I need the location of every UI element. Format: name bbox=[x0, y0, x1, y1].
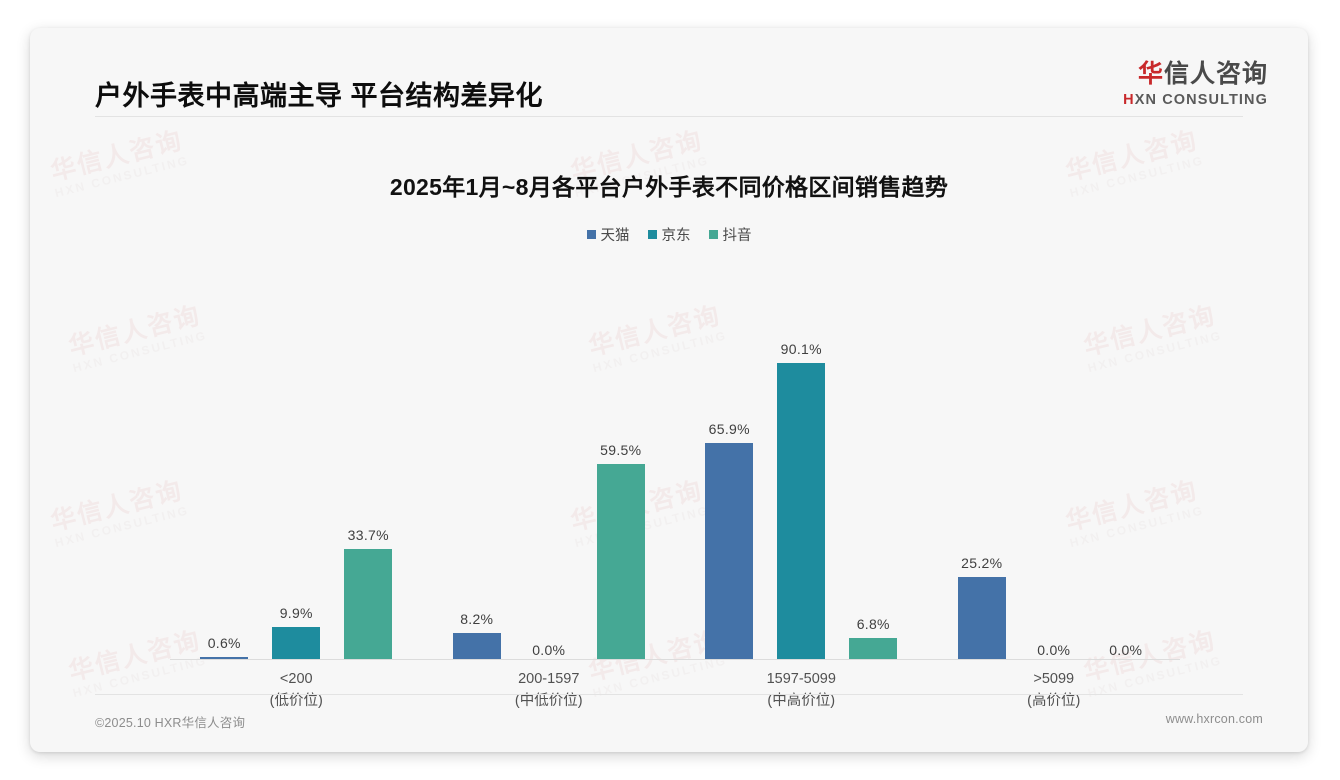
bar-slot: 33.7% bbox=[344, 300, 393, 660]
bar-slot: 0.0% bbox=[1030, 300, 1078, 660]
slide-footer: ©2025.10 HXR华信人咨询 www.hxrcon.com bbox=[30, 694, 1308, 752]
x-axis-tick-4: >5099 (高价位) bbox=[928, 668, 1181, 713]
bar-slot: 25.2% bbox=[957, 300, 1006, 660]
bar[interactable] bbox=[849, 637, 898, 660]
bar-value-label: 0.0% bbox=[532, 642, 566, 658]
bar[interactable] bbox=[272, 627, 321, 660]
bar-value-label: 0.0% bbox=[1037, 642, 1071, 658]
legend-item-1[interactable]: 天猫 bbox=[586, 224, 630, 245]
bar-value-label: 0.0% bbox=[1109, 642, 1143, 658]
bar-group-3: 65.9% 90.1% 6.8% bbox=[675, 300, 928, 660]
copyright-text: ©2025.10 HXR华信人咨询 bbox=[95, 716, 246, 730]
company-logo: 华信人咨询 HXN CONSULTING bbox=[1123, 60, 1268, 108]
bar-slot: 8.2% bbox=[452, 300, 501, 660]
bar-slot: 0.0% bbox=[1102, 300, 1150, 660]
legend-swatch-icon bbox=[708, 230, 718, 239]
page-title: 户外手表中高端主导 平台结构差异化 bbox=[95, 81, 544, 111]
bar-value-label: 8.2% bbox=[460, 610, 494, 627]
bar-value-label: 33.7% bbox=[347, 526, 389, 543]
bar-value-label: 25.2% bbox=[961, 554, 1003, 571]
bar-group-1: 0.6% 9.9% 33.7% bbox=[170, 300, 423, 660]
bar-value-label: 0.6% bbox=[207, 635, 241, 651]
x-tick-range: >5099 bbox=[1033, 671, 1075, 687]
bar[interactable] bbox=[705, 442, 754, 660]
x-tick-tier: (高价位) bbox=[1027, 693, 1081, 710]
x-tick-tier: (低价位) bbox=[269, 693, 323, 710]
bar-slot: 59.5% bbox=[596, 300, 645, 660]
legend-label: 京东 bbox=[661, 228, 691, 244]
bar-value-label: 90.1% bbox=[780, 340, 822, 357]
bar-value-label: 6.8% bbox=[856, 615, 890, 632]
chart-title: 2025年1月~8月各平台户外手表不同价格区间销售趋势 bbox=[389, 174, 949, 200]
x-tick-range: 1597-5099 bbox=[766, 671, 836, 687]
x-tick-range: <200 bbox=[279, 671, 313, 687]
plot-area: 0.6% 9.9% 33.7% 8.2% 0.0% 59.5% 65.9% 90.1% 6.8%… bbox=[170, 300, 1180, 660]
bar-slot: 90.1% bbox=[777, 300, 826, 660]
logo-en-accent: H bbox=[1123, 91, 1135, 108]
bar[interactable] bbox=[452, 632, 501, 660]
header-divider bbox=[95, 116, 1243, 117]
chart-legend: 天猫 京东 抖音 bbox=[30, 224, 1308, 245]
x-axis-tick-1: <200 (低价位) bbox=[170, 668, 423, 713]
bar-slot: 65.9% bbox=[705, 300, 754, 660]
logo-english-text: HXN CONSULTING bbox=[1123, 92, 1268, 108]
x-tick-tier: (中低价位) bbox=[514, 693, 583, 710]
bar[interactable] bbox=[344, 548, 393, 660]
footer-divider bbox=[95, 694, 1243, 695]
legend-item-2[interactable]: 京东 bbox=[647, 224, 691, 245]
legend-swatch-icon bbox=[586, 230, 596, 239]
x-tick-tier: (中高价位) bbox=[767, 693, 836, 710]
logo-cn-accent: 华 bbox=[1137, 60, 1164, 88]
bar-group-2: 8.2% 0.0% 59.5% bbox=[423, 300, 676, 660]
x-axis-line bbox=[170, 659, 1180, 660]
legend-swatch-icon bbox=[647, 230, 657, 239]
logo-en-rest: XN CONSULTING bbox=[1134, 91, 1268, 108]
bar-group-4: 25.2% 0.0% 0.0% bbox=[928, 300, 1181, 660]
bar[interactable] bbox=[596, 463, 645, 660]
x-axis-tick-2: 200-1597 (中低价位) bbox=[423, 668, 676, 713]
legend-label: 抖音 bbox=[722, 228, 752, 244]
bar-value-label: 65.9% bbox=[708, 420, 750, 437]
bar-slot: 6.8% bbox=[849, 300, 898, 660]
x-axis-labels: <200 (低价位) 200-1597 (中低价位) 1597-5099 (中高价位) >5… bbox=[170, 668, 1180, 713]
bar-slot: 0.0% bbox=[525, 300, 573, 660]
bar-value-label: 59.5% bbox=[600, 441, 642, 458]
legend-item-3[interactable]: 抖音 bbox=[708, 224, 752, 245]
website-link[interactable]: www.hxrcon.com bbox=[1165, 712, 1263, 726]
bar[interactable] bbox=[957, 576, 1006, 660]
bar-slot: 0.6% bbox=[200, 300, 249, 660]
slide-card: 华信人咨询 HXN CONSULTING 华信人咨询 HXN CONSULTING 华信… bbox=[30, 28, 1308, 752]
x-tick-range: 200-1597 bbox=[518, 671, 580, 687]
bar-slot: 9.9% bbox=[272, 300, 321, 660]
bar[interactable] bbox=[200, 657, 249, 660]
logo-chinese-text: 华信人咨询 bbox=[1123, 60, 1268, 89]
logo-cn-rest: 信人咨询 bbox=[1163, 60, 1268, 88]
chart-container: 2025年1月~8月各平台户外手表不同价格区间销售趋势 天猫 京东 抖音 0.6% 9… bbox=[30, 120, 1308, 709]
bar-value-label: 9.9% bbox=[279, 605, 313, 622]
x-axis-tick-3: 1597-5099 (中高价位) bbox=[675, 668, 928, 713]
legend-label: 天猫 bbox=[600, 228, 630, 244]
bar-groups: 0.6% 9.9% 33.7% 8.2% 0.0% 59.5% 65.9% 90.1% 6.8%… bbox=[170, 300, 1180, 660]
slide-header: 户外手表中高端主导 平台结构差异化 华信人咨询 HXN CONSULTING bbox=[30, 28, 1308, 120]
bar[interactable] bbox=[777, 362, 826, 660]
